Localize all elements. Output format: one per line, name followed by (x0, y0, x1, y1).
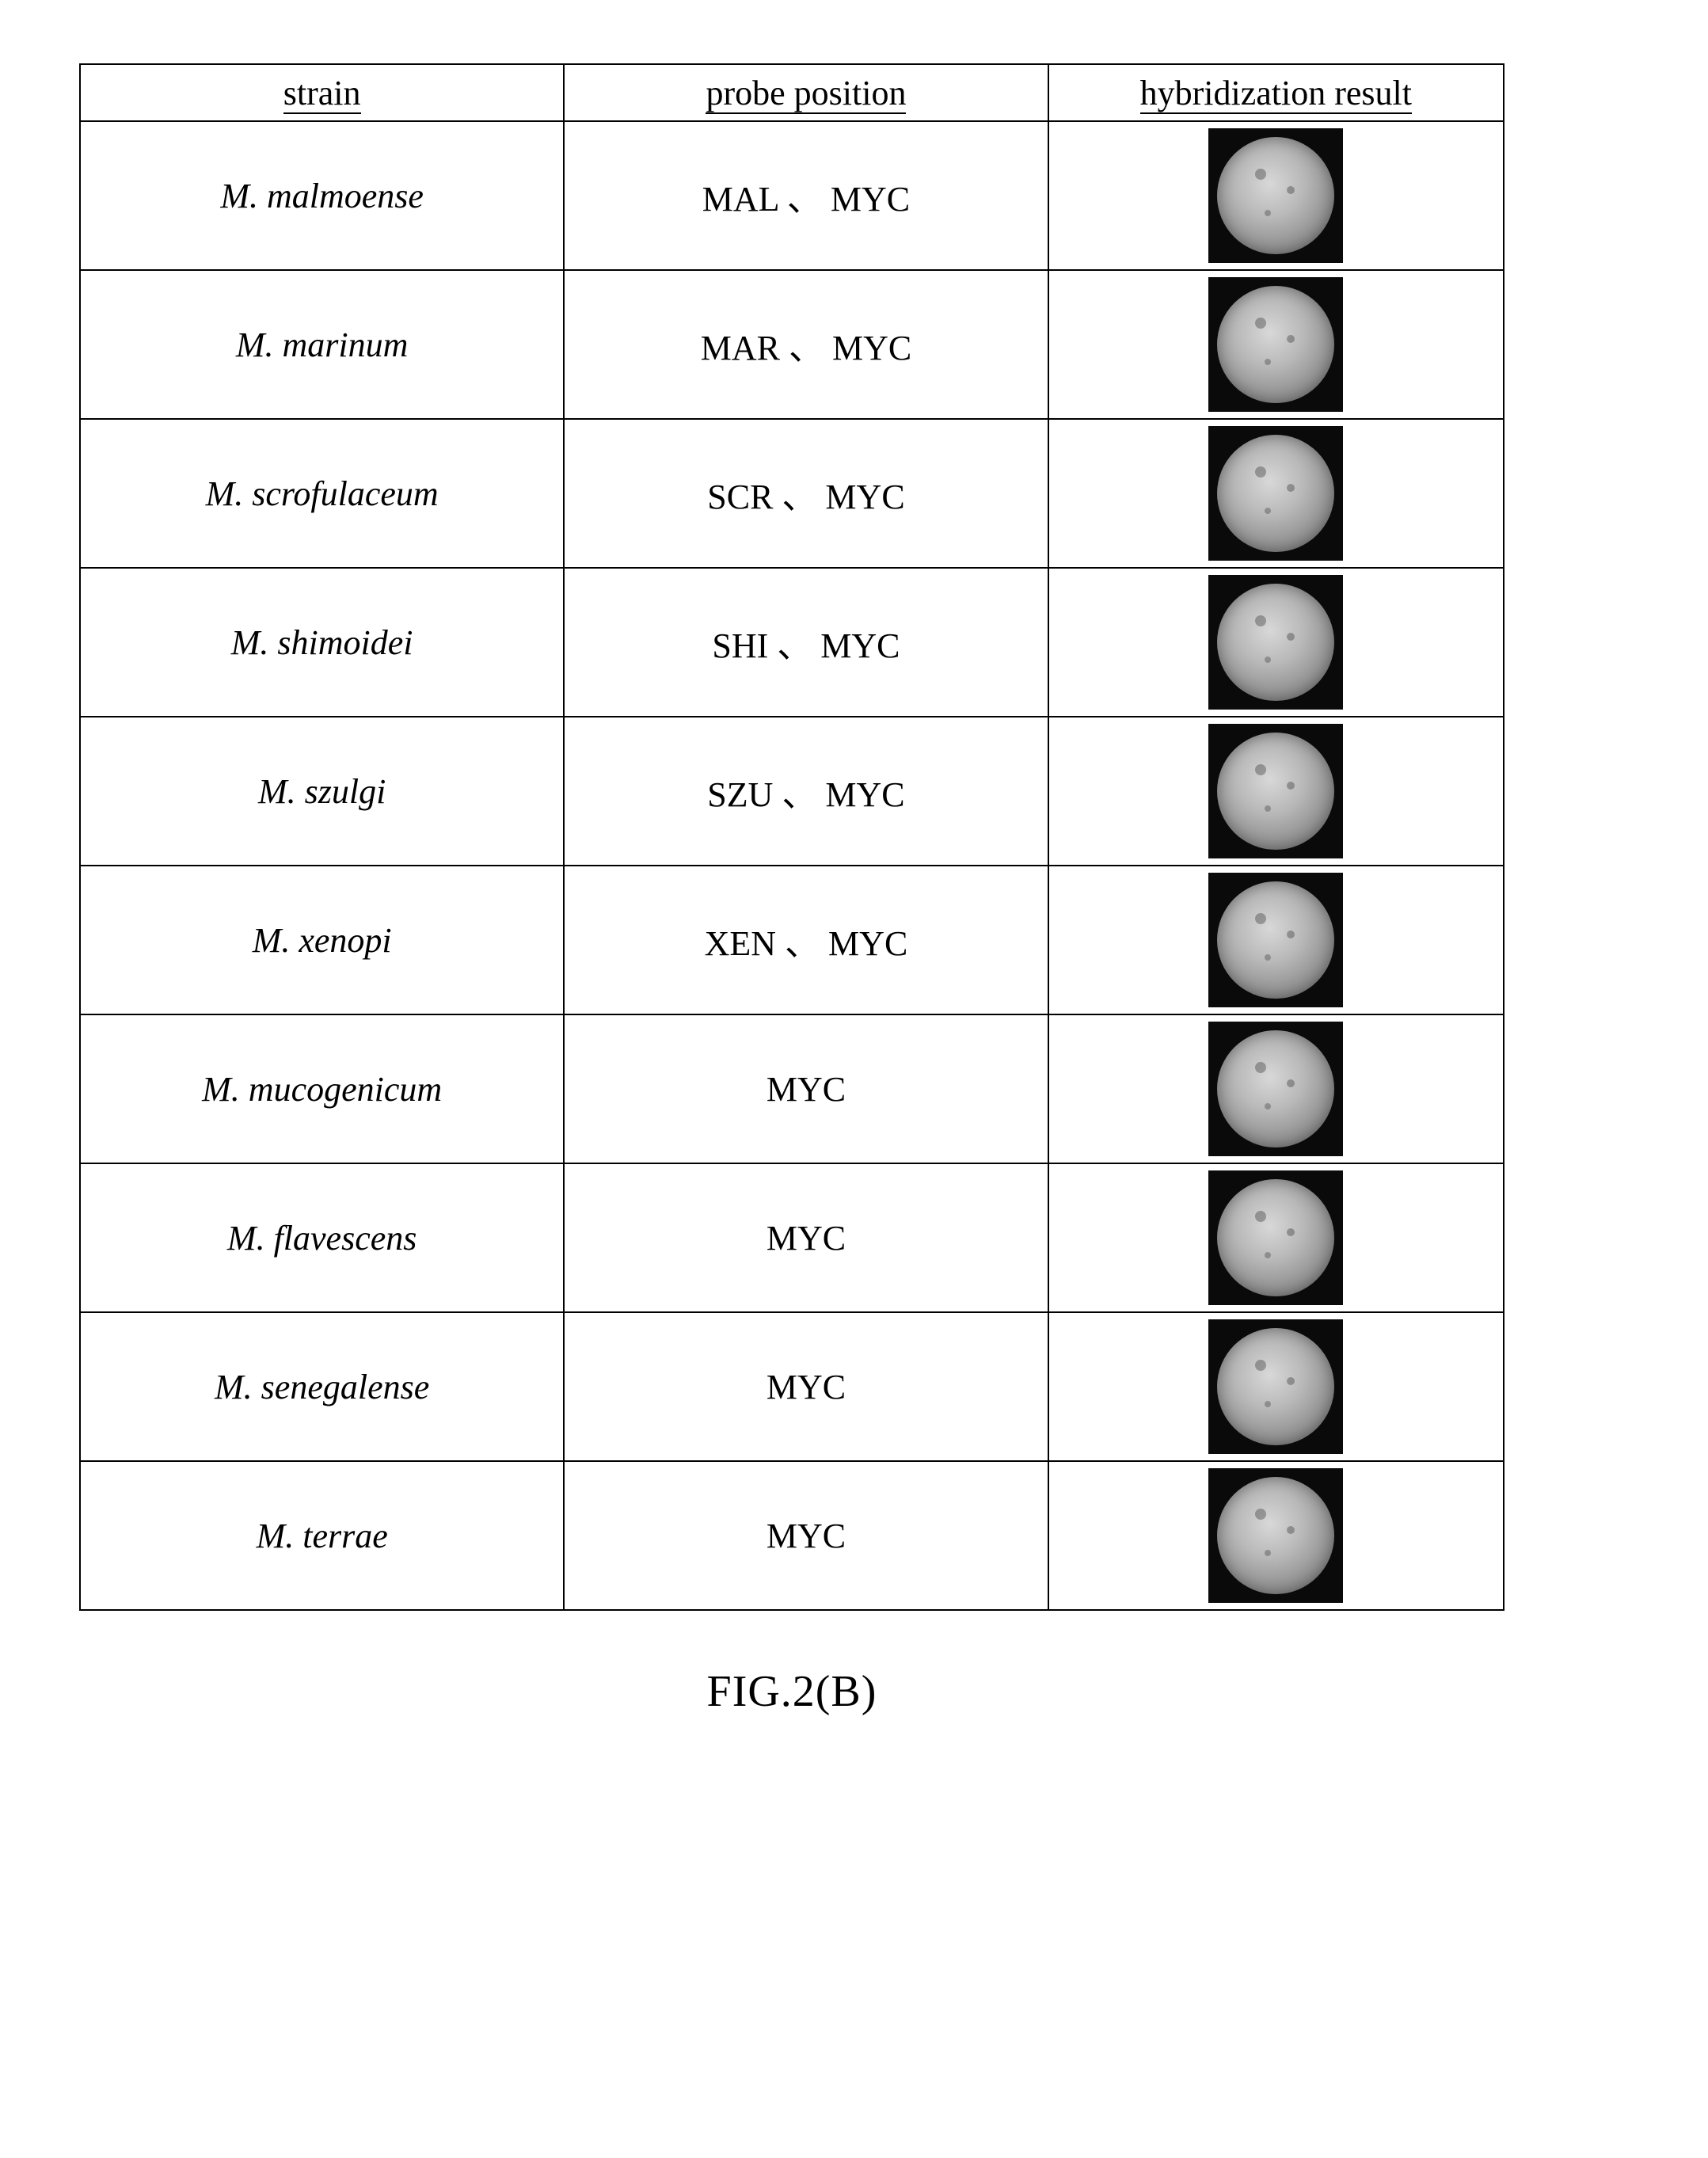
cell-probe: MYC (564, 1163, 1048, 1312)
cell-result (1048, 1461, 1504, 1610)
colony-disc-icon (1217, 1477, 1334, 1594)
result-thumbnail (1208, 1319, 1343, 1454)
cell-result (1048, 866, 1504, 1014)
cell-strain: M. marinum (80, 270, 564, 419)
result-thumbnail (1208, 426, 1343, 561)
result-thumbnail (1208, 873, 1343, 1007)
cell-strain: M. xenopi (80, 866, 564, 1014)
result-thumbnail (1208, 277, 1343, 412)
colony-disc-icon (1217, 1328, 1334, 1445)
cell-probe: MAR 、 MYC (564, 270, 1048, 419)
header-strain: strain (80, 64, 564, 121)
cell-strain: M. mucogenicum (80, 1014, 564, 1163)
cell-result (1048, 419, 1504, 568)
colony-disc-icon (1217, 881, 1334, 999)
colony-disc-icon (1217, 733, 1334, 850)
cell-strain: M. terrae (80, 1461, 564, 1610)
cell-probe: MYC (564, 1461, 1048, 1610)
figure-caption: FIG.2(B) (79, 1666, 1504, 1717)
cell-probe: MYC (564, 1312, 1048, 1461)
cell-probe: SCR 、 MYC (564, 419, 1048, 568)
table-header: strain probe position hybridization resu… (80, 64, 1504, 121)
table-row: M. flavescens MYC (80, 1163, 1504, 1312)
table-row: M. marinum MAR 、 MYC (80, 270, 1504, 419)
table-row: M. shimoidei SHI 、 MYC (80, 568, 1504, 717)
colony-disc-icon (1217, 1179, 1334, 1296)
figure-table: strain probe position hybridization resu… (79, 63, 1504, 1717)
result-thumbnail (1208, 128, 1343, 263)
table-row: M. malmoense MAL 、 MYC (80, 121, 1504, 270)
cell-probe: MAL 、 MYC (564, 121, 1048, 270)
cell-strain: M. szulgi (80, 717, 564, 866)
cell-strain: M. malmoense (80, 121, 564, 270)
cell-result (1048, 568, 1504, 717)
table-row: M. scrofulaceum SCR 、 MYC (80, 419, 1504, 568)
result-thumbnail (1208, 1468, 1343, 1603)
cell-probe: XEN 、 MYC (564, 866, 1048, 1014)
result-thumbnail (1208, 1170, 1343, 1305)
cell-strain: M. shimoidei (80, 568, 564, 717)
cell-strain: M. scrofulaceum (80, 419, 564, 568)
cell-probe: MYC (564, 1014, 1048, 1163)
hybridization-table: strain probe position hybridization resu… (79, 63, 1504, 1611)
table-row: M. szulgi SZU 、 MYC (80, 717, 1504, 866)
table-row: M. senegalense MYC (80, 1312, 1504, 1461)
table-row: M. mucogenicum MYC (80, 1014, 1504, 1163)
result-thumbnail (1208, 1022, 1343, 1156)
table-row: M. terrae MYC (80, 1461, 1504, 1610)
cell-result (1048, 1312, 1504, 1461)
table-body: M. malmoense MAL 、 MYC M. marinum MAR 、 … (80, 121, 1504, 1610)
header-hybridization-result: hybridization result (1048, 64, 1504, 121)
cell-result (1048, 270, 1504, 419)
result-thumbnail (1208, 724, 1343, 858)
colony-disc-icon (1217, 137, 1334, 254)
table-row: M. xenopi XEN 、 MYC (80, 866, 1504, 1014)
cell-result (1048, 1014, 1504, 1163)
colony-disc-icon (1217, 286, 1334, 403)
colony-disc-icon (1217, 435, 1334, 552)
cell-result (1048, 121, 1504, 270)
cell-result (1048, 1163, 1504, 1312)
header-probe-position: probe position (564, 64, 1048, 121)
cell-strain: M. senegalense (80, 1312, 564, 1461)
cell-strain: M. flavescens (80, 1163, 564, 1312)
colony-disc-icon (1217, 584, 1334, 701)
colony-disc-icon (1217, 1030, 1334, 1148)
cell-result (1048, 717, 1504, 866)
cell-probe: SZU 、 MYC (564, 717, 1048, 866)
result-thumbnail (1208, 575, 1343, 710)
cell-probe: SHI 、 MYC (564, 568, 1048, 717)
